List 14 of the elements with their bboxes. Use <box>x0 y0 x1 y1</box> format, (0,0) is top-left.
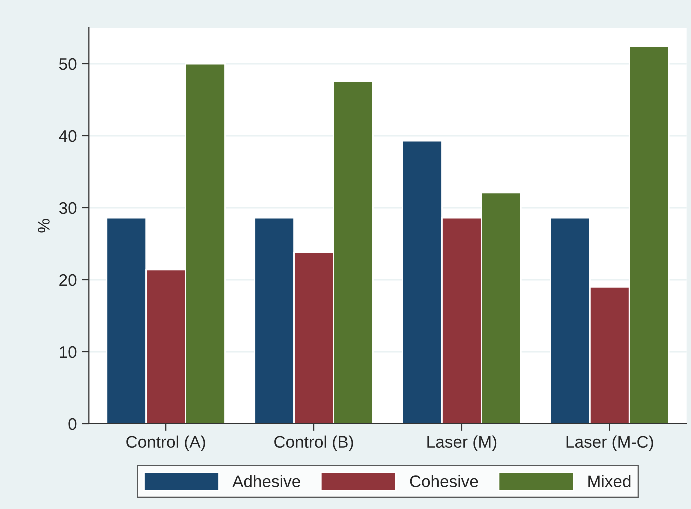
x-tick-label: Control (A) <box>126 436 206 452</box>
y-axis-title: % <box>38 219 50 233</box>
y-tick-label: 0 <box>68 418 77 430</box>
y-tick-label: 30 <box>59 202 77 214</box>
x-tick-label: Laser (M) <box>428 436 497 452</box>
y-tick-label: 40 <box>59 130 77 142</box>
y-tick-label: 10 <box>60 346 77 358</box>
legend-label: Mixed <box>588 475 631 488</box>
legend-label: Adhesive <box>232 475 300 488</box>
x-tick-label: Control (B) <box>274 436 354 452</box>
x-tick-label: Laser (M-C) <box>566 436 654 452</box>
y-tick-label: 20 <box>60 274 77 286</box>
legend-label: Cohesive <box>410 475 478 488</box>
y-tick-label: 50 <box>59 58 77 70</box>
